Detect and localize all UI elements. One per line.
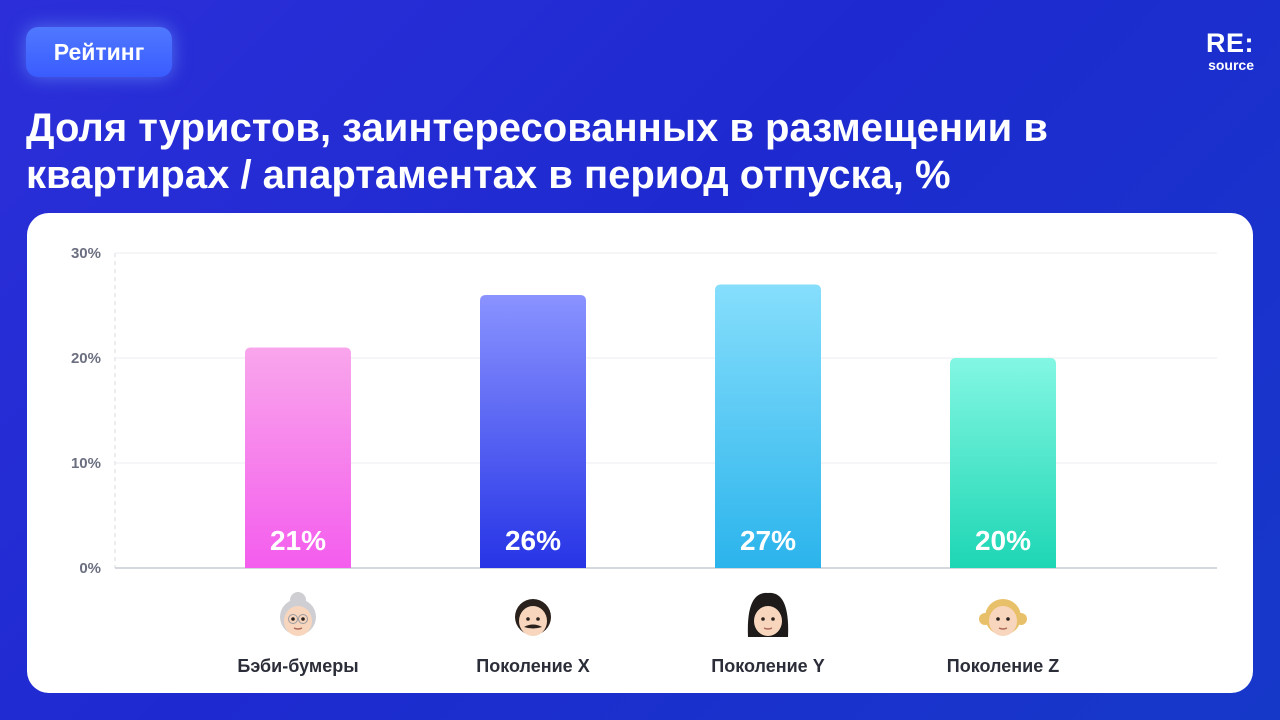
- bar-value-label: 20%: [975, 525, 1031, 556]
- bar: [480, 295, 586, 568]
- logo-sub-text: source: [1208, 57, 1254, 73]
- girl-emoji: [979, 599, 1027, 636]
- x-category-label: Поколение Z: [947, 656, 1059, 676]
- y-tick-label: 20%: [71, 350, 101, 367]
- bar: [245, 347, 351, 568]
- y-tick-label: 0%: [79, 560, 101, 577]
- bar-value-label: 21%: [270, 525, 326, 556]
- bar-value-label: 26%: [505, 525, 561, 556]
- bar-chart: 0% 10% 20% 30% 21% Бэби-бумеры 26% Поколение X 2…: [71, 245, 1217, 676]
- chart-card: 0% 10% 20% 30% 21% Бэби-бумеры 26% Поколение X 2…: [27, 213, 1253, 693]
- resource-logo: RE: source: [1206, 28, 1254, 73]
- x-category-label: Поколение Y: [711, 656, 824, 676]
- x-category-label: Поколение X: [476, 656, 589, 676]
- woman-emoji: [747, 592, 789, 637]
- rating-badge: Рейтинг: [26, 27, 172, 77]
- bar: [950, 358, 1056, 568]
- logo-main-text: RE:: [1206, 28, 1254, 58]
- y-tick-label: 30%: [71, 245, 101, 262]
- x-category-label: Бэби-бумеры: [237, 656, 358, 676]
- page-title: Доля туристов, заинтересованных в размещ…: [26, 106, 1048, 197]
- man-with-mustache-emoji: [515, 599, 551, 636]
- y-tick-label: 10%: [71, 455, 101, 472]
- bar: [715, 284, 821, 568]
- grandmother-emoji: [280, 592, 316, 636]
- bar-value-label: 27%: [740, 525, 796, 556]
